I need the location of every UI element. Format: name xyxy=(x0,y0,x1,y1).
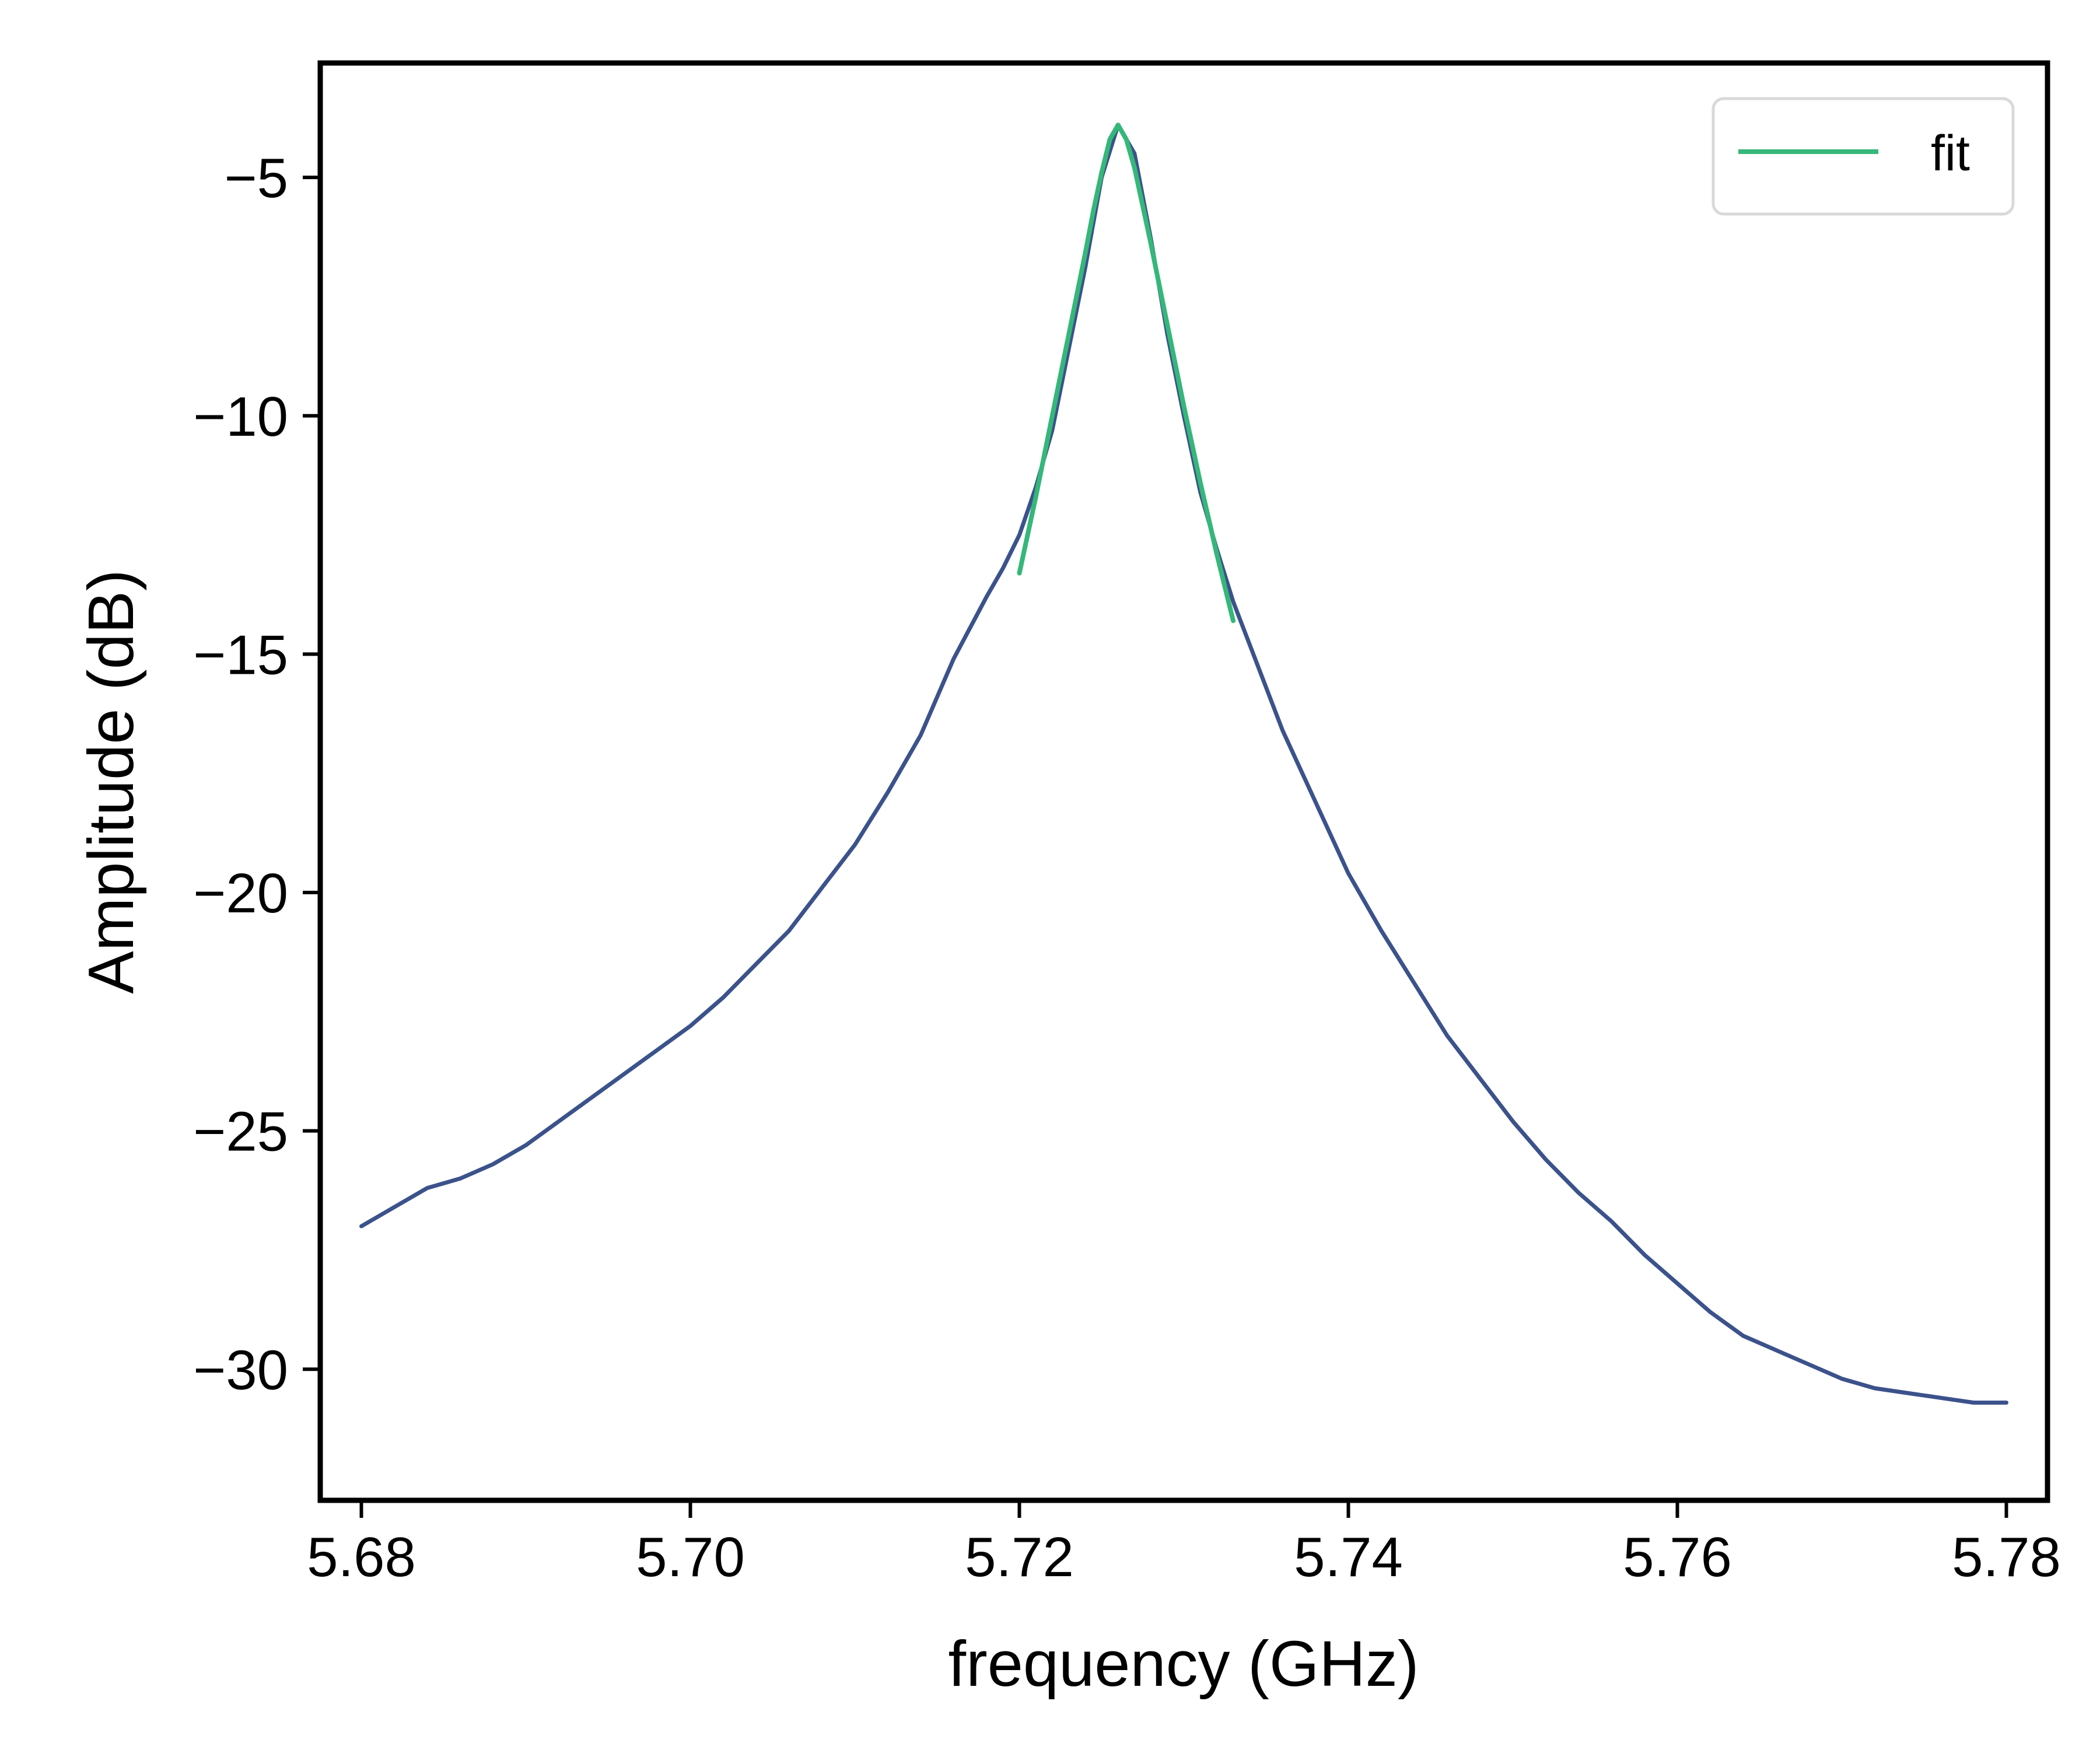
plot-lines xyxy=(359,123,2008,1405)
legend-frame xyxy=(1712,97,2015,216)
legend: fit xyxy=(1712,97,2015,216)
x-tick-label: 5.72 xyxy=(965,1526,1074,1588)
y-tick-label: −30 xyxy=(193,1339,288,1401)
y-tick-label: −20 xyxy=(193,862,288,925)
y-tick-label: −10 xyxy=(193,386,288,448)
x-tick-label: 5.76 xyxy=(1623,1526,1732,1588)
y-tick-label: −15 xyxy=(193,624,288,686)
x-tick-label: 5.78 xyxy=(1952,1526,2061,1588)
plot-area-frame xyxy=(317,60,2050,1503)
x-tick-label: 5.70 xyxy=(636,1526,745,1588)
y-axis-label: Amplitude (dB) xyxy=(75,569,147,994)
x-tick-label: 5.68 xyxy=(307,1526,416,1588)
y-axis-ticks: −5 −10 −15 −20 −25 −30 xyxy=(193,147,320,1401)
legend-fit-label: fit xyxy=(1931,125,1970,181)
y-tick-label: −25 xyxy=(193,1101,288,1163)
x-axis-label: frequency (GHz) xyxy=(949,1628,1419,1700)
series-line-fit xyxy=(1017,123,1236,624)
x-tick-label: 5.74 xyxy=(1294,1526,1403,1588)
x-axis-ticks: 5.68 5.70 5.72 5.74 5.76 5.78 xyxy=(307,1500,2061,1588)
y-tick-label: −5 xyxy=(225,147,288,209)
